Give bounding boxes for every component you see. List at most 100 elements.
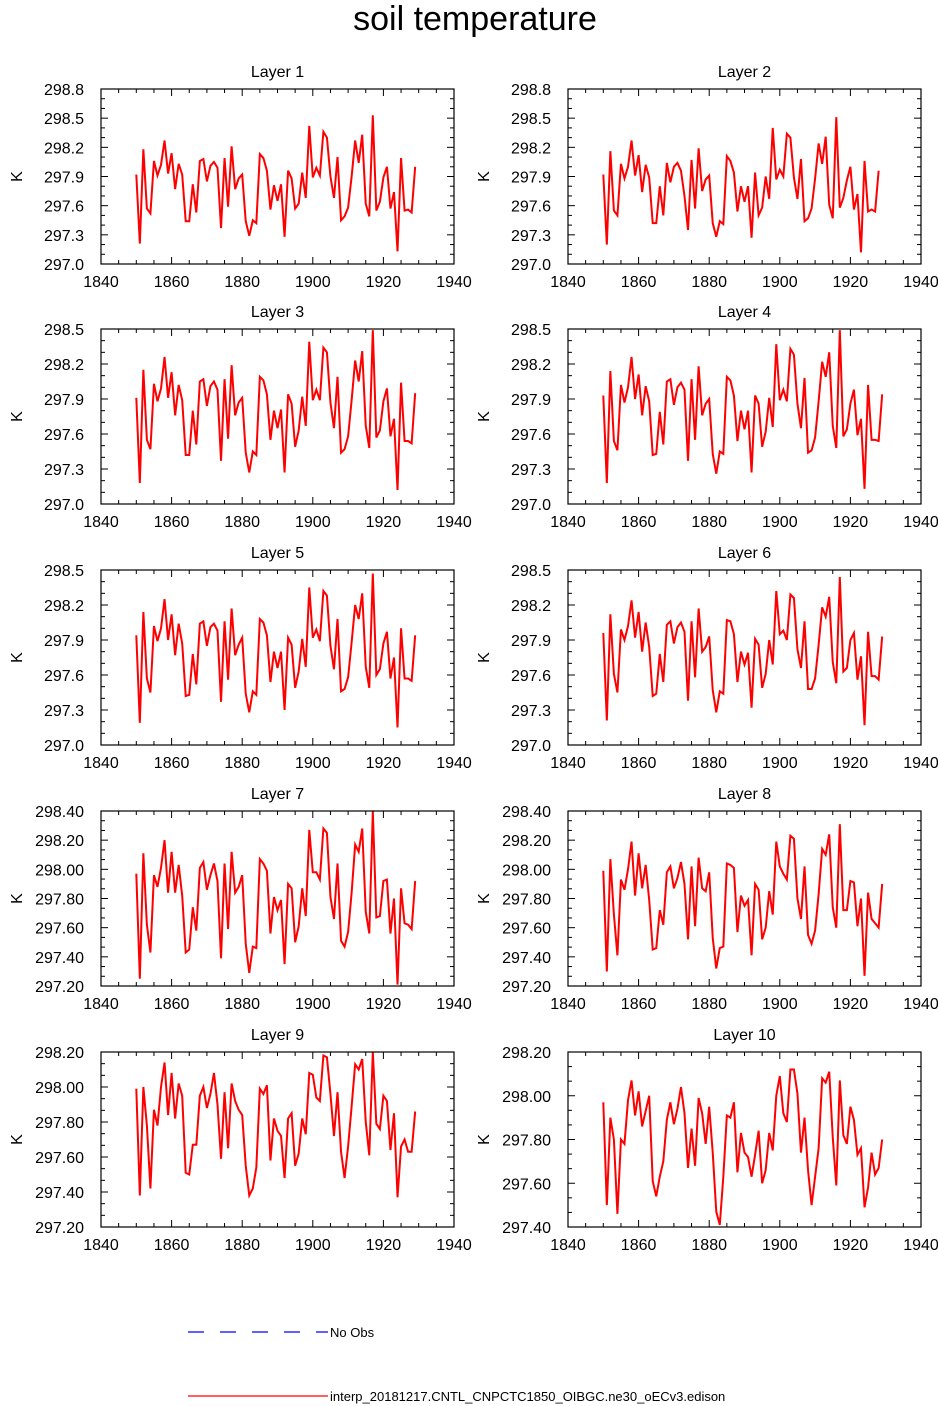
y-tick-label: 297.0 — [511, 257, 551, 274]
x-tick-label: 1920 — [366, 274, 402, 291]
x-tick-label: 1920 — [366, 996, 402, 1013]
y-axis-label: K — [476, 171, 493, 182]
x-tick-label: 1940 — [436, 996, 472, 1013]
y-tick-label: 298.00 — [35, 1080, 84, 1097]
plot-frame — [567, 328, 922, 505]
x-tick-label: 1940 — [903, 1237, 938, 1254]
x-tick-label: 1900 — [295, 274, 331, 291]
y-tick-label: 297.6 — [511, 199, 551, 216]
panel-title: Layer 3 — [251, 304, 304, 321]
y-tick-label: 297.60 — [502, 1176, 551, 1193]
x-tick-label: 1900 — [762, 1237, 798, 1254]
x-tick-label: 1860 — [621, 274, 657, 291]
y-tick-label: 297.80 — [502, 1133, 551, 1150]
y-tick-label: 297.9 — [44, 633, 84, 650]
x-tick-label: 1880 — [224, 755, 260, 772]
x-tick-label: 1900 — [762, 755, 798, 772]
y-tick-label: 297.6 — [44, 427, 84, 444]
panel-layer-9: Layer 9 K 1840 1860 1880 1900 1920 1940 297.20 29… — [9, 1027, 472, 1254]
y-tick-label: 298.40 — [35, 804, 84, 821]
x-tick-label: 1900 — [295, 1237, 331, 1254]
x-tick-label: 1920 — [833, 755, 869, 772]
x-tick-label: 1840 — [550, 996, 586, 1013]
panel-layer-6: Layer 6 K 1840 1860 1880 1900 1920 1940 297.0 297… — [476, 545, 938, 772]
y-tick-label: 298.20 — [502, 1045, 551, 1062]
y-tick-label: 298.2 — [511, 598, 551, 615]
x-tick-label: 1920 — [366, 1237, 402, 1254]
y-tick-label: 297.80 — [502, 892, 551, 909]
x-tick-label: 1860 — [154, 755, 190, 772]
plot-frame — [100, 569, 455, 746]
y-tick-label: 298.8 — [511, 82, 551, 99]
y-tick-label: 297.9 — [511, 392, 551, 409]
y-tick-label: 298.2 — [44, 357, 84, 374]
x-tick-label: 1940 — [436, 755, 472, 772]
x-tick-label: 1880 — [224, 996, 260, 1013]
y-tick-label: 298.00 — [502, 862, 551, 879]
y-tick-label: 297.60 — [502, 921, 551, 938]
plot-frame — [567, 88, 922, 265]
y-tick-label: 298.5 — [44, 111, 84, 128]
x-tick-label: 1920 — [366, 514, 402, 531]
y-tick-label: 298.5 — [511, 111, 551, 128]
x-tick-label: 1840 — [83, 755, 119, 772]
x-tick-label: 1920 — [833, 996, 869, 1013]
series-line — [602, 330, 884, 489]
x-tick-label: 1840 — [83, 514, 119, 531]
x-tick-label: 1860 — [154, 996, 190, 1013]
x-tick-label: 1920 — [833, 274, 869, 291]
y-tick-label: 298.20 — [35, 833, 84, 850]
y-tick-label: 298.8 — [44, 82, 84, 99]
y-tick-label: 297.0 — [44, 257, 84, 274]
y-tick-label: 297.0 — [511, 497, 551, 514]
x-tick-label: 1860 — [154, 274, 190, 291]
panel-title: Layer 6 — [718, 545, 771, 562]
panel-layer-4: Layer 4 K 1840 1860 1880 1900 1920 1940 297.0 297… — [476, 304, 938, 531]
legend: No Obs interp_20181217.CNTL_CNPCTC1850_O… — [188, 1325, 725, 1404]
x-tick-label: 1840 — [550, 1237, 586, 1254]
y-tick-label: 297.9 — [511, 633, 551, 650]
y-tick-label: 297.20 — [502, 979, 551, 996]
x-tick-label: 1860 — [621, 755, 657, 772]
x-tick-label: 1940 — [436, 274, 472, 291]
y-tick-label: 297.9 — [44, 392, 84, 409]
y-axis-label: K — [9, 652, 26, 663]
x-tick-label: 1840 — [550, 514, 586, 531]
y-tick-label: 298.2 — [44, 598, 84, 615]
x-tick-label: 1940 — [436, 1237, 472, 1254]
y-axis-label: K — [9, 1134, 26, 1145]
y-tick-label: 298.2 — [511, 357, 551, 374]
y-tick-label: 298.2 — [511, 140, 551, 157]
plot-frame — [100, 810, 455, 987]
panel-title: Layer 5 — [251, 545, 304, 562]
x-tick-label: 1860 — [621, 996, 657, 1013]
x-tick-label: 1880 — [691, 755, 727, 772]
x-tick-label: 1880 — [691, 274, 727, 291]
x-tick-label: 1880 — [691, 996, 727, 1013]
y-tick-label: 297.40 — [502, 1220, 551, 1237]
y-tick-label: 297.6 — [44, 199, 84, 216]
y-tick-label: 298.2 — [44, 140, 84, 157]
y-tick-label: 297.3 — [44, 703, 84, 720]
y-tick-label: 298.5 — [44, 563, 84, 580]
y-tick-label: 297.9 — [44, 170, 84, 187]
y-tick-label: 297.3 — [511, 703, 551, 720]
panel-layer-3: Layer 3 K 1840 1860 1880 1900 1920 1940 297.0 297… — [9, 304, 472, 531]
figure-title: soil temperature — [353, 0, 597, 38]
y-tick-label: 297.3 — [511, 228, 551, 245]
series-line — [135, 115, 417, 252]
x-tick-label: 1840 — [83, 274, 119, 291]
panel-title: Layer 4 — [718, 304, 771, 321]
panel-layer-1: Layer 1 K 1840 1860 1880 1900 1920 1940 297.0 297… — [9, 64, 472, 291]
y-tick-label: 297.6 — [511, 427, 551, 444]
panels: Layer 1 K 1840 1860 1880 1900 1920 1940 297.0 297… — [9, 64, 938, 1254]
x-tick-label: 1880 — [691, 514, 727, 531]
y-tick-label: 298.5 — [511, 563, 551, 580]
x-tick-label: 1840 — [83, 996, 119, 1013]
y-tick-label: 297.6 — [44, 668, 84, 685]
series-line — [602, 1068, 884, 1226]
x-tick-label: 1860 — [154, 514, 190, 531]
x-tick-label: 1880 — [224, 514, 260, 531]
panel-title: Layer 1 — [251, 64, 304, 81]
y-axis-label: K — [9, 171, 26, 182]
